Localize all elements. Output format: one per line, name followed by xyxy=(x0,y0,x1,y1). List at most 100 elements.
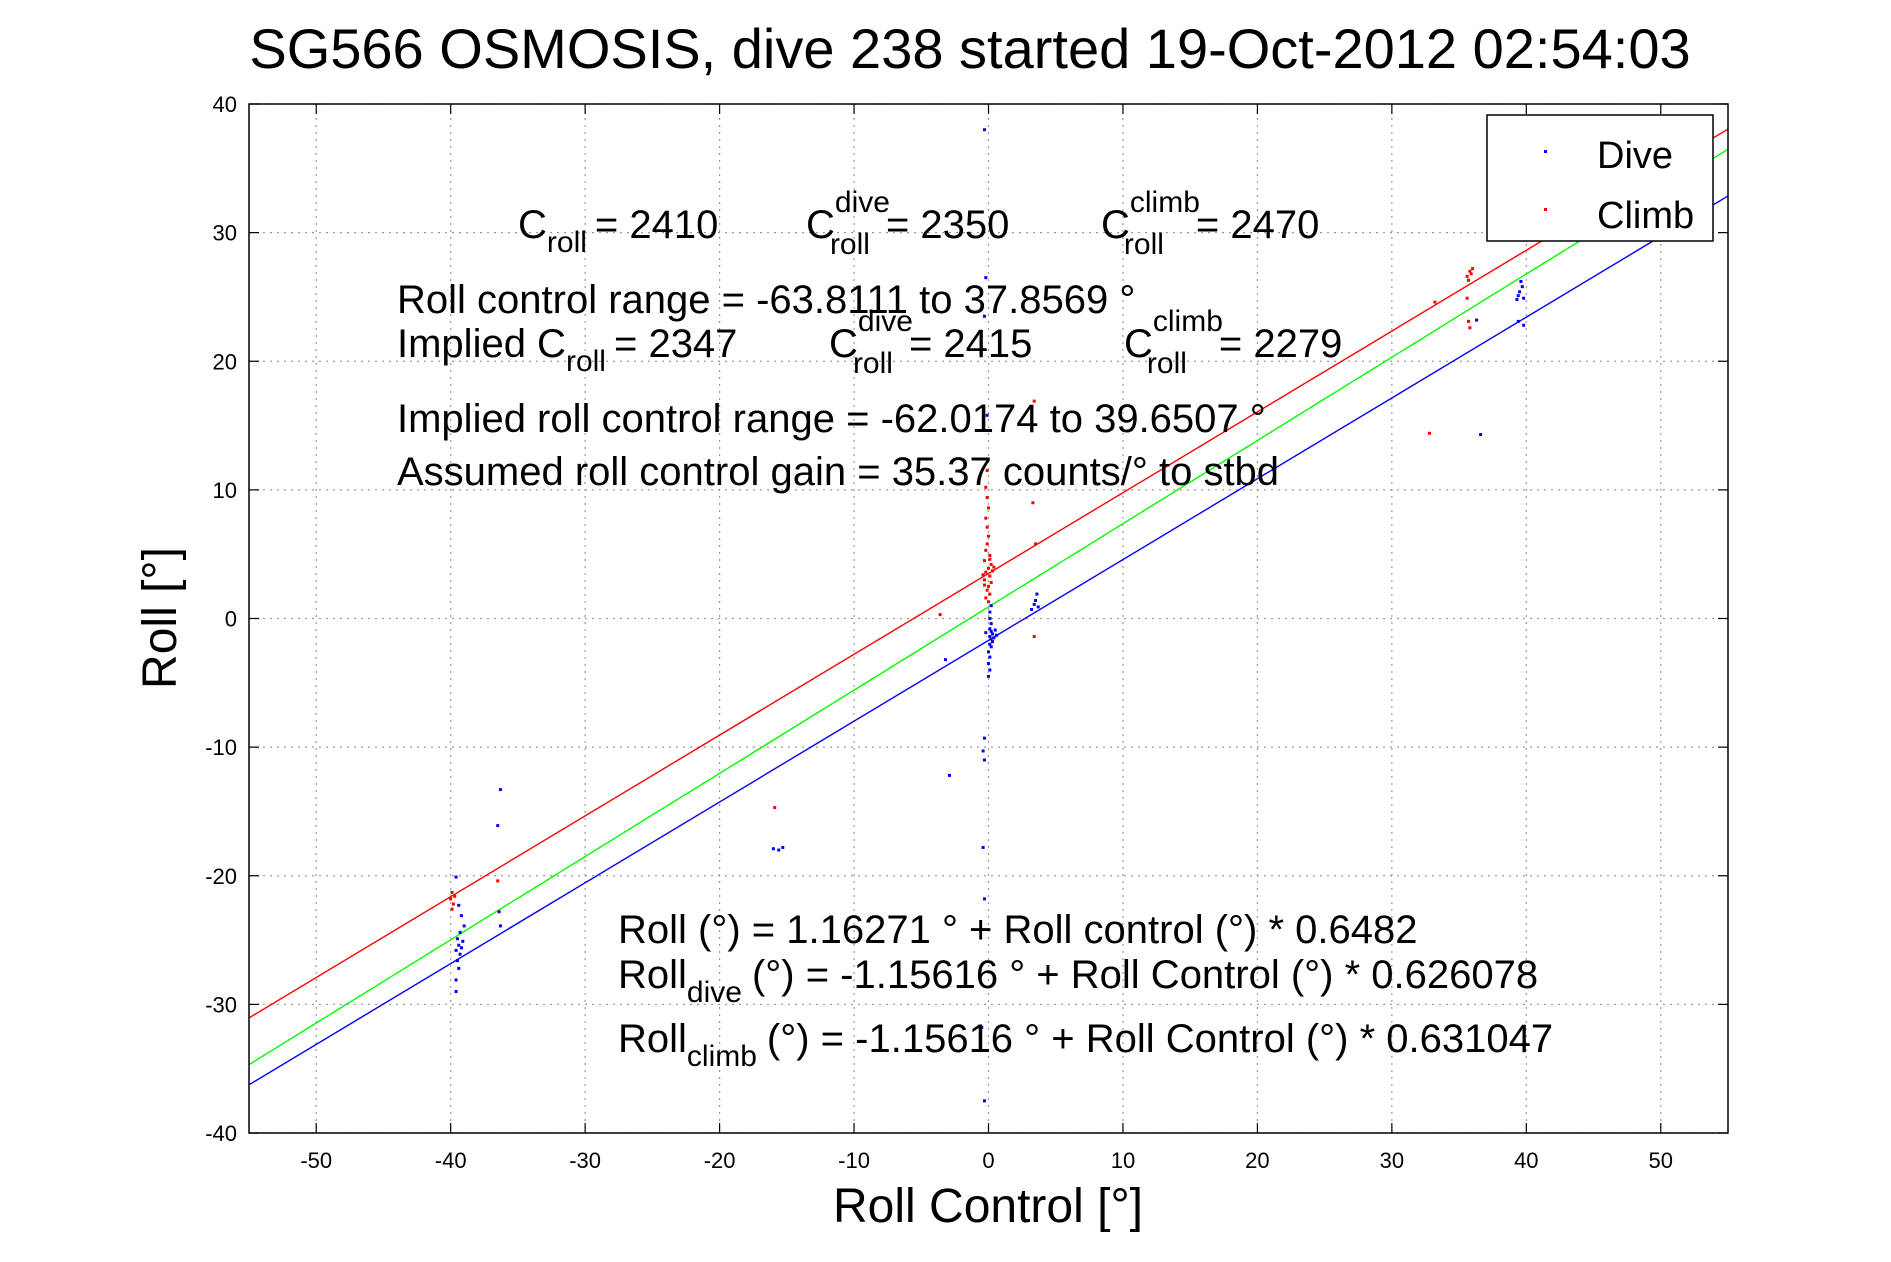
legend-label-climb: Climb xyxy=(1597,195,1694,237)
point-dive xyxy=(1522,296,1526,300)
implied-c-roll-prefix: Implied C xyxy=(397,322,566,366)
point-dive xyxy=(948,773,952,777)
x-tick-label: 20 xyxy=(1245,1148,1269,1173)
fit-climb-equation: Rollclimb (°) = -1.15616 ° + Roll Control… xyxy=(618,1017,1553,1073)
x-tick-label: 10 xyxy=(1111,1148,1135,1173)
point-dive xyxy=(982,314,986,318)
point-dive xyxy=(454,990,458,994)
x-tick-label: -40 xyxy=(435,1148,467,1173)
point-climb xyxy=(984,516,988,520)
point-dive xyxy=(457,903,461,907)
y-tick-label: -30 xyxy=(205,992,237,1017)
point-dive xyxy=(1518,290,1522,294)
point-dive xyxy=(985,413,989,417)
point-climb xyxy=(1471,267,1475,271)
point-dive xyxy=(984,631,988,635)
point-dive xyxy=(454,948,458,952)
point-climb xyxy=(985,588,989,592)
point-dive xyxy=(461,939,465,943)
fit-line xyxy=(249,128,1728,1019)
point-climb xyxy=(1428,431,1432,435)
c-roll-value: = 2410 xyxy=(595,203,718,247)
point-dive xyxy=(1515,298,1519,302)
point-climb xyxy=(987,584,990,588)
point-climb xyxy=(987,566,990,570)
x-tick-label: -30 xyxy=(569,1148,601,1173)
point-climb xyxy=(985,525,989,529)
c-climb-value: = 2470 xyxy=(1196,203,1319,247)
implied-c-dive-base: C xyxy=(829,322,858,366)
implied-c-roll-annotation: Implied Croll = 2347 xyxy=(397,322,737,378)
point-climb xyxy=(984,485,988,489)
y-tick-label: -10 xyxy=(205,735,237,760)
x-tick-label: -50 xyxy=(300,1148,332,1173)
point-climb xyxy=(984,548,988,552)
legend-box xyxy=(1486,114,1714,242)
point-climb xyxy=(938,613,942,617)
implied-c-roll-value: = 2347 xyxy=(614,322,737,366)
fit-climb-sub: climb xyxy=(687,1040,757,1073)
point-dive xyxy=(989,622,993,626)
point-dive xyxy=(458,930,462,934)
point-climb xyxy=(451,902,455,906)
implied-c-roll-sub: roll xyxy=(566,345,606,378)
point-climb xyxy=(1032,635,1036,639)
c-climb-base: C xyxy=(1101,203,1130,247)
fit-dive-rest: (°) = -1.15616 ° + Roll Control (°) * 0.… xyxy=(752,953,1538,997)
point-dive xyxy=(496,824,500,828)
point-dive xyxy=(988,655,992,659)
y-axis-label: Roll [°] xyxy=(134,547,187,689)
legend: Dive Climb xyxy=(1486,114,1714,242)
point-dive xyxy=(988,642,992,646)
point-dive xyxy=(777,848,781,852)
x-tick-label: 40 xyxy=(1514,1148,1538,1173)
c-dive-annotation: Cdive roll = 2350 xyxy=(806,186,1009,261)
point-dive xyxy=(498,788,502,792)
c-climb-sup: climb xyxy=(1130,186,1200,219)
implied-c-climb-value: = 2279 xyxy=(1219,322,1342,366)
implied-c-climb-base: C xyxy=(1124,322,1153,366)
point-climb xyxy=(773,806,777,810)
point-climb xyxy=(985,496,989,500)
point-climb xyxy=(989,580,993,584)
point-climb xyxy=(988,553,992,557)
point-climb xyxy=(984,570,988,574)
point-dive xyxy=(993,628,997,632)
c-roll-annotation: Croll = 2410 xyxy=(518,203,718,259)
point-dive xyxy=(982,736,986,740)
implied-c-climb-annotation: Cclimb roll = 2279 xyxy=(1124,305,1342,380)
point-dive xyxy=(988,627,992,631)
point-climb xyxy=(989,562,993,566)
point-dive xyxy=(462,924,466,928)
legend-label-dive: Dive xyxy=(1597,135,1673,177)
point-dive xyxy=(992,636,996,640)
point-dive xyxy=(1516,319,1520,323)
point-climb xyxy=(988,557,992,561)
point-climb xyxy=(987,506,990,510)
point-dive xyxy=(982,758,986,762)
point-dive xyxy=(457,943,461,947)
point-dive xyxy=(498,924,502,928)
point-climb xyxy=(1468,269,1472,273)
point-dive xyxy=(987,674,990,678)
point-climb xyxy=(987,600,990,604)
point-dive xyxy=(943,658,947,662)
y-tick-label: 10 xyxy=(213,478,237,503)
point-dive xyxy=(1516,294,1520,298)
legend-marker-dive xyxy=(1544,150,1547,153)
c-roll-sub: roll xyxy=(547,226,587,259)
point-dive xyxy=(989,604,993,608)
point-climb xyxy=(981,573,985,577)
point-climb xyxy=(982,578,986,582)
point-dive xyxy=(1522,323,1526,327)
point-dive xyxy=(989,645,993,649)
y-tick-label: 30 xyxy=(213,221,237,246)
implied-c-climb-sub: roll xyxy=(1147,347,1187,380)
fit-line xyxy=(249,195,1728,1086)
fit-climb-base: Roll xyxy=(618,1017,687,1061)
fit-dive-base: Roll xyxy=(618,953,687,997)
implied-c-dive-value: = 2415 xyxy=(909,322,1032,366)
point-dive xyxy=(1036,605,1040,609)
point-dive xyxy=(1030,607,1034,611)
point-dive xyxy=(982,1099,986,1103)
